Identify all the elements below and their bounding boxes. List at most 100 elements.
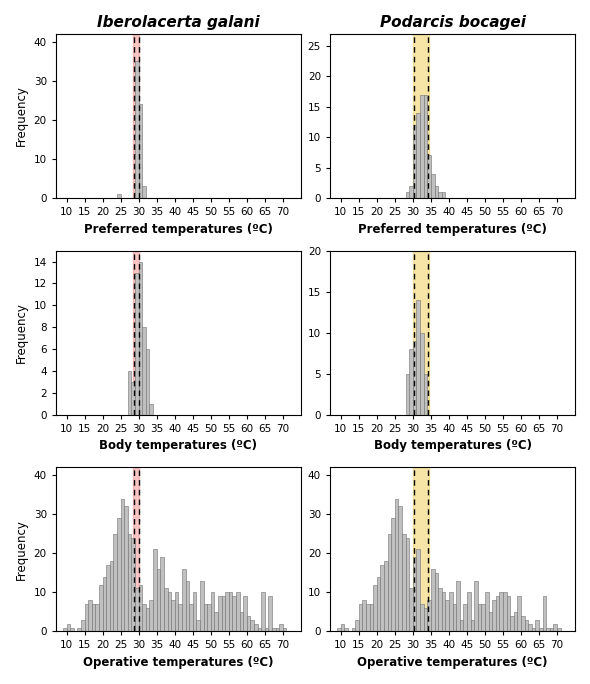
Bar	[272, 627, 276, 631]
X-axis label: Operative temperatures (ºC): Operative temperatures (ºC)	[83, 656, 274, 669]
Bar	[218, 596, 222, 631]
Bar	[478, 604, 481, 631]
Bar	[345, 627, 348, 631]
Bar	[442, 592, 445, 631]
Title: Podarcis bocagei: Podarcis bocagei	[379, 15, 526, 30]
Bar	[63, 627, 67, 631]
Bar	[413, 125, 417, 198]
Bar	[366, 604, 370, 631]
Bar	[160, 557, 164, 631]
X-axis label: Preferred temperatures (ºC): Preferred temperatures (ºC)	[84, 222, 273, 235]
Bar	[406, 538, 409, 631]
Bar	[424, 94, 427, 198]
Bar	[543, 596, 546, 631]
Bar	[406, 192, 409, 198]
Bar	[413, 557, 417, 631]
Bar	[103, 577, 106, 631]
Bar	[222, 596, 225, 631]
Bar	[135, 272, 139, 415]
Bar	[352, 627, 355, 631]
Bar	[424, 608, 427, 631]
Bar	[258, 627, 261, 631]
Bar	[337, 627, 341, 631]
Bar	[341, 624, 345, 631]
Bar	[514, 612, 517, 631]
Bar	[96, 604, 99, 631]
Bar	[117, 194, 121, 198]
Bar	[398, 506, 402, 631]
Bar	[496, 596, 499, 631]
Bar	[77, 627, 81, 631]
Bar	[507, 596, 510, 631]
Bar	[359, 604, 362, 631]
Y-axis label: Frequency: Frequency	[15, 86, 28, 146]
Bar	[406, 373, 409, 415]
X-axis label: Operative temperatures (ºC): Operative temperatures (ºC)	[358, 656, 548, 669]
Bar	[132, 538, 135, 631]
Bar	[445, 600, 449, 631]
Bar	[128, 534, 132, 631]
Bar	[553, 624, 557, 631]
Bar	[417, 113, 420, 198]
Bar	[88, 600, 92, 631]
Bar	[395, 499, 398, 631]
Bar	[139, 104, 142, 198]
Bar	[370, 604, 373, 631]
Bar	[117, 518, 121, 631]
Bar	[268, 596, 272, 631]
Bar	[178, 604, 182, 631]
Bar	[240, 612, 243, 631]
Bar	[121, 499, 124, 631]
Bar	[84, 604, 88, 631]
Bar	[124, 506, 128, 631]
Bar	[492, 600, 496, 631]
Bar	[546, 627, 550, 631]
Bar	[133, 250, 139, 415]
Title: Iberolacerta galani: Iberolacerta galani	[97, 15, 260, 30]
Bar	[510, 616, 514, 631]
Bar	[517, 596, 521, 631]
Bar	[420, 332, 424, 415]
Bar	[261, 592, 265, 631]
Bar	[157, 569, 160, 631]
Bar	[175, 592, 178, 631]
Bar	[139, 261, 142, 415]
X-axis label: Preferred temperatures (ºC): Preferred temperatures (ºC)	[358, 222, 547, 235]
Bar	[460, 620, 463, 631]
Bar	[456, 581, 460, 631]
Bar	[381, 565, 384, 631]
Bar	[413, 34, 429, 198]
Bar	[402, 534, 406, 631]
Bar	[67, 624, 70, 631]
Bar	[133, 34, 139, 198]
Bar	[142, 327, 146, 415]
Bar	[525, 620, 528, 631]
Bar	[420, 604, 424, 631]
Bar	[420, 94, 424, 198]
Bar	[139, 585, 142, 631]
Bar	[135, 62, 139, 198]
Bar	[532, 627, 535, 631]
Bar	[474, 581, 478, 631]
Bar	[229, 592, 232, 631]
Y-axis label: Frequency: Frequency	[15, 519, 28, 580]
Bar	[135, 588, 139, 631]
Bar	[413, 250, 429, 415]
Bar	[265, 627, 268, 631]
Bar	[113, 534, 117, 631]
Bar	[499, 592, 503, 631]
Bar	[409, 186, 413, 198]
Bar	[92, 604, 96, 631]
Bar	[489, 612, 492, 631]
Bar	[417, 300, 420, 415]
Bar	[463, 604, 467, 631]
X-axis label: Body temperatures (ºC): Body temperatures (ºC)	[373, 439, 532, 452]
Bar	[214, 612, 218, 631]
Bar	[438, 192, 442, 198]
Bar	[106, 565, 110, 631]
Bar	[236, 592, 240, 631]
Bar	[196, 620, 200, 631]
Bar	[225, 592, 229, 631]
Bar	[243, 596, 247, 631]
Bar	[384, 561, 388, 631]
